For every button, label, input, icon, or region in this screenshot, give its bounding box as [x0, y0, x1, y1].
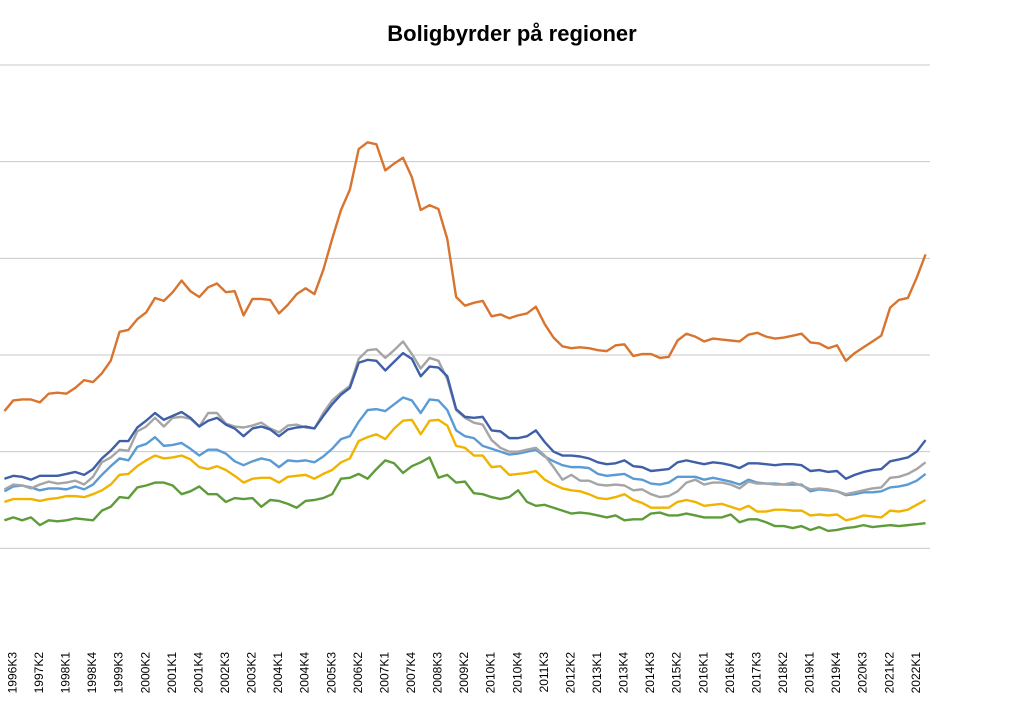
x-tick-label: 2000K2: [138, 652, 152, 694]
x-tick-label: 2002K3: [218, 652, 232, 694]
x-tick-label: 2008K3: [431, 652, 445, 694]
chart-title: Boligbyrder på regioner: [387, 21, 637, 46]
x-tick-label: 2007K1: [377, 652, 391, 694]
x-tick-label: 2020K3: [856, 652, 870, 694]
x-tick-label: 2010K1: [484, 652, 498, 694]
x-tick-label: 2011K3: [537, 652, 551, 693]
x-tick-label: 2021K2: [882, 652, 896, 694]
x-tick-label: 2013K4: [617, 652, 631, 694]
x-tick-label: 2005K3: [324, 652, 338, 694]
x-tick-label: 2019K1: [803, 652, 817, 694]
x-tick-label: 2001K4: [191, 652, 205, 694]
x-tick-label: 2018K2: [776, 652, 790, 694]
x-tick-label: 2016K1: [696, 652, 710, 694]
series-line: [4, 351, 927, 481]
x-tick-label: 2022K1: [909, 652, 923, 694]
series-line: [4, 418, 927, 522]
x-tick-label: 2004K1: [271, 652, 285, 694]
x-tick-label: 1999K3: [112, 652, 126, 694]
x-tick-label: 1997K2: [32, 652, 46, 694]
x-tick-label: 2007K4: [404, 652, 418, 694]
x-tick-label: 2016K4: [723, 652, 737, 694]
x-tick-label: 2015K2: [670, 652, 684, 694]
x-tick-label: 1998K4: [85, 652, 99, 694]
series-line: [4, 456, 926, 533]
x-tick-label: 2019K4: [829, 652, 843, 694]
series-line: [3, 141, 927, 412]
x-tick-label: 2009K2: [457, 652, 471, 694]
x-tick-label: 2006K2: [351, 652, 365, 694]
x-tick-label: 2010K4: [510, 652, 524, 694]
x-tick-label: 2004K4: [298, 652, 312, 694]
x-tick-label: 2012K2: [563, 652, 577, 694]
x-tick-label: 1996K3: [5, 652, 19, 694]
series-line: [3, 340, 927, 499]
x-tick-label: 1998K1: [59, 652, 73, 694]
x-tick-label: 2003K2: [245, 652, 259, 694]
x-tick-label: 2013K1: [590, 652, 604, 694]
x-tick-label: 2001K1: [165, 652, 179, 694]
x-tick-label: 2017K3: [749, 652, 763, 694]
x-tick-label: 2014K3: [643, 652, 657, 694]
